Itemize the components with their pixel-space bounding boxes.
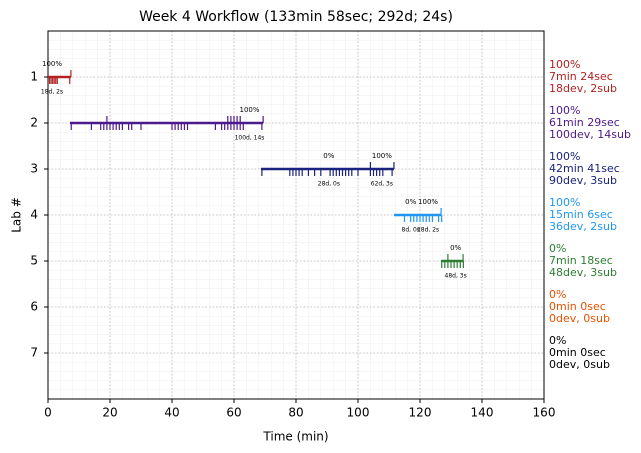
y-tick-label: 5 [30, 254, 38, 268]
summary-line: 0dev, 0sub [549, 312, 610, 325]
annotation-label: 100% [239, 106, 259, 114]
summary-line: 42min 41sec [549, 162, 620, 175]
summary-line: 100% [549, 58, 580, 71]
annotation-label: 0% [323, 152, 334, 160]
summary-line: 0% [549, 242, 566, 255]
y-tick-label: 3 [30, 162, 38, 176]
summary-line: 0dev, 0sub [549, 358, 610, 371]
annotation-sublabel: 48d, 3s [445, 273, 467, 280]
y-tick-label: 7 [30, 346, 38, 360]
x-tick-label: 0 [44, 406, 52, 420]
summary-line: 0% [549, 288, 566, 301]
x-tick-label: 80 [288, 406, 303, 420]
summary-line: 100% [549, 104, 580, 117]
annotation-sublabel: 100d, 14s [235, 135, 265, 142]
x-tick-label: 100 [347, 406, 370, 420]
annotation-sublabel: 28d, 2s [417, 227, 439, 234]
annotation-label: 100% [42, 60, 62, 68]
x-tick-label: 20 [102, 406, 117, 420]
annotation-label: 100% [372, 152, 392, 160]
x-tick-label: 40 [164, 406, 179, 420]
annotation-sublabel: 28d, 0s [318, 181, 340, 188]
x-tick-label: 160 [533, 406, 556, 420]
summary-line: 61min 29sec [549, 116, 620, 129]
summary-line: 100% [549, 150, 580, 163]
annotation-label: 0% [450, 244, 461, 252]
summary-line: 100dev, 14sub [549, 128, 631, 141]
annotation-sublabel: 18d, 2s [41, 89, 63, 96]
summary-line: 18dev, 2sub [549, 82, 617, 95]
y-axis-label: Lab # [10, 197, 24, 233]
summary-line: 0min 0sec [549, 300, 606, 313]
annotation-label: 0% [405, 198, 416, 206]
summary-line: 0min 0sec [549, 346, 606, 359]
x-axis-label: Time (min) [262, 430, 328, 444]
summary-line: 7min 24sec [549, 70, 613, 83]
x-tick-label: 120 [409, 406, 432, 420]
y-tick-label: 4 [30, 208, 38, 222]
x-tick-label: 140 [471, 406, 494, 420]
summary-line: 36dev, 2sub [549, 220, 617, 233]
summary-line: 0% [549, 334, 566, 347]
summary-line: 90dev, 3sub [549, 174, 617, 187]
summary-line: 100% [549, 196, 580, 209]
annotation-sublabel: 62d, 3s [371, 181, 393, 188]
y-tick-label: 2 [30, 116, 38, 130]
plot-frame [47, 30, 545, 400]
annotation-label: 100% [418, 198, 438, 206]
y-tick-label: 1 [30, 70, 38, 84]
annotation-sublabel: 8d, 0s [402, 227, 420, 234]
y-tick-label: 6 [30, 300, 38, 314]
summary-line: 7min 18sec [549, 254, 613, 267]
summary-line: 48dev, 3sub [549, 266, 617, 279]
chart-title: Week 4 Workflow (133min 58sec; 292d; 24s… [139, 9, 453, 25]
summary-line: 15min 6sec [549, 208, 613, 221]
x-tick-label: 60 [226, 406, 241, 420]
